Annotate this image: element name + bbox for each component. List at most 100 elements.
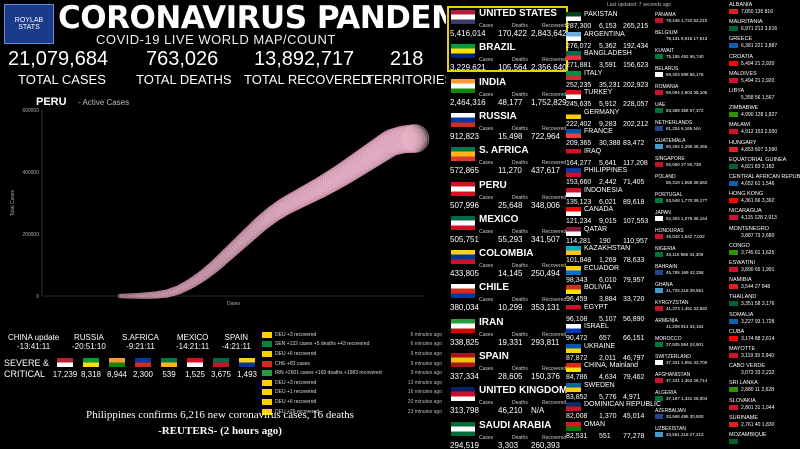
update-time: -4:21:11 xyxy=(222,342,251,351)
country-row: ISRAEL 90,472 657 66,151 xyxy=(566,322,654,347)
severe-item: 8,318 xyxy=(76,358,106,379)
country-name: PERU xyxy=(479,179,507,191)
country-card-chile: CHILE Cases Deaths Recovered 380,034 10,299 35… xyxy=(450,281,568,313)
country-name: MALAWI xyxy=(729,122,751,129)
country-values: 75,185 492 66,740 xyxy=(666,54,704,59)
cases-label: Cases xyxy=(479,331,494,338)
news-text: DEU +1 recovered xyxy=(275,389,317,396)
country-row: CONGO 3,745 61 1,625 xyxy=(729,243,800,257)
deaths-value: 2,442 xyxy=(599,179,617,186)
country-name: TURKEY xyxy=(584,89,613,96)
country-flag-icon xyxy=(729,163,738,169)
country-row: MALAWI 4,912 153 2,650 xyxy=(729,122,800,136)
country-name: INDIA xyxy=(479,76,507,88)
country-name: ROMANIA xyxy=(655,84,679,90)
cases-value: 252,235 xyxy=(566,81,592,89)
country-flag-icon xyxy=(655,252,663,257)
country-row: ECUADOR 98,343 6,010 79,957 xyxy=(566,264,654,289)
country-flag-icon xyxy=(135,358,151,367)
country-name: UNITED STATES xyxy=(479,8,557,19)
cases-value: 153,660 xyxy=(566,179,592,186)
deaths-label: Deaths xyxy=(512,263,528,270)
country-flag-icon xyxy=(729,232,738,238)
data-point xyxy=(131,293,138,299)
country-row: MOZAMBIQUE xyxy=(729,432,800,446)
country-values: 60,284 2,296 48,455 xyxy=(666,144,708,149)
country-row: ARMENIA 41,208 814 34,164 xyxy=(655,318,729,329)
data-point xyxy=(194,272,206,284)
cases-value: 209,365 xyxy=(566,140,592,147)
news-time: 20 minutes ago xyxy=(407,398,442,405)
country-name: EQUATORIAL GUINEA xyxy=(729,156,787,163)
deaths-label: Deaths xyxy=(512,228,528,235)
country-name: INDONESIA xyxy=(584,186,623,194)
recovered-value: 4,971 xyxy=(623,393,641,401)
territories-label: TERRITORIES xyxy=(366,72,454,87)
country-values: 48,116 966 34,309 xyxy=(666,252,704,257)
country-values: 45,785 169 42,258 xyxy=(666,270,704,275)
country-name: BRAZIL xyxy=(479,42,516,54)
country-row: MONTENEGRO 3,887 73 2,680 xyxy=(729,226,800,240)
country-values: 2,761 40 1,830 xyxy=(741,421,775,428)
country-row: INDONESIA 135,123 6,021 89,618 xyxy=(566,186,654,211)
country-flag-icon xyxy=(566,402,581,411)
news-item: DEU +29 recovered 23 minutes ago xyxy=(262,407,442,417)
country-row: GHANA 41,725 218 38,551 xyxy=(655,282,729,293)
recovered-value: 353,131 xyxy=(531,303,560,313)
country-row: THAILAND 3,351 58 3,176 xyxy=(729,294,800,308)
deaths-value: 28,605 xyxy=(498,372,523,381)
country-flag-icon xyxy=(655,108,663,113)
country-values: 6,971 213 3,616 xyxy=(741,26,778,33)
country-values: 55,580 27 50,736 xyxy=(666,162,702,167)
country-name: LIBYA xyxy=(729,88,745,94)
recovered-label: Recovered xyxy=(542,228,567,235)
deaths-value: 3,884 xyxy=(599,296,617,303)
cases-value: 82,008 xyxy=(566,413,588,420)
country-flag-icon xyxy=(451,44,475,59)
deaths-value: 5,776 xyxy=(599,393,617,401)
country-row: GREECE 6,381 221 3,887 xyxy=(729,36,800,50)
cases-value: 271,881 xyxy=(566,62,592,69)
country-flag-icon xyxy=(262,341,272,348)
recovered-label: Recovered xyxy=(542,434,567,441)
country-flag-icon xyxy=(729,198,738,204)
total-deaths-label: TOTAL DEATHS xyxy=(136,72,232,87)
country-name: EGYPT xyxy=(584,303,608,311)
country-name: ZIMBABWE xyxy=(729,105,759,112)
country-flag-icon xyxy=(451,284,475,299)
cases-value: 98,343 xyxy=(566,276,588,284)
news-item: SEN +132 cases +5 deaths +43 recovered 6 … xyxy=(262,340,442,350)
country-row: NIGERIA 48,116 966 34,309 xyxy=(655,246,729,257)
severe-item: 539 xyxy=(154,358,184,379)
data-point xyxy=(232,235,248,251)
country-values: 52,304 1,076 36,154 xyxy=(666,216,708,221)
country-card-united-kingdom: UNITED KINGDOM Cases Deaths Recovered 313,79… xyxy=(450,384,568,416)
news-feed: DEU +3 recovered 6 minutes ago SEN +132 ca… xyxy=(262,330,442,416)
update-city: MEXICO xyxy=(176,333,209,342)
country-card-spain: SPAIN Cases Deaths Recovered 337,334 28,605 15… xyxy=(450,350,568,382)
data-point xyxy=(125,293,132,299)
recovered-value: 2,356,640 xyxy=(531,63,567,73)
country-row: MAURITANIA 6,971 213 3,616 xyxy=(729,19,800,33)
deaths-label: Deaths xyxy=(512,125,528,132)
severe-value: 8,318 xyxy=(80,370,102,379)
country-name: DOMINICAN REPUBLIC xyxy=(584,401,662,408)
country-values: 5,358 56 1,567 xyxy=(741,95,775,101)
country-name: PHILIPPINES xyxy=(584,167,628,174)
country-flag-icon xyxy=(566,265,581,275)
cases-value: 101,848 xyxy=(566,257,592,264)
update-time-item: SPAIN -4:21:11 xyxy=(222,333,251,351)
country-flag-icon xyxy=(451,147,475,162)
recovered-value: 110,957 xyxy=(623,237,648,245)
cases-value: 2,464,316 xyxy=(450,97,486,107)
severe-item: 8,944 xyxy=(102,358,132,379)
cases-label: Cases xyxy=(479,91,494,98)
severe-label-line2: CRITICAL xyxy=(4,369,46,379)
deaths-value: 6,021 xyxy=(599,198,617,206)
country-row: MALDIVES 5,494 21 2,920 xyxy=(729,71,800,85)
country-name: NETHERLANDS xyxy=(655,120,693,126)
recovered-value: 250,494 xyxy=(531,269,560,279)
recovered-label: Recovered xyxy=(542,297,567,304)
cases-value: 572,865 xyxy=(450,166,479,176)
recovered-value: 78,633 xyxy=(623,257,645,264)
